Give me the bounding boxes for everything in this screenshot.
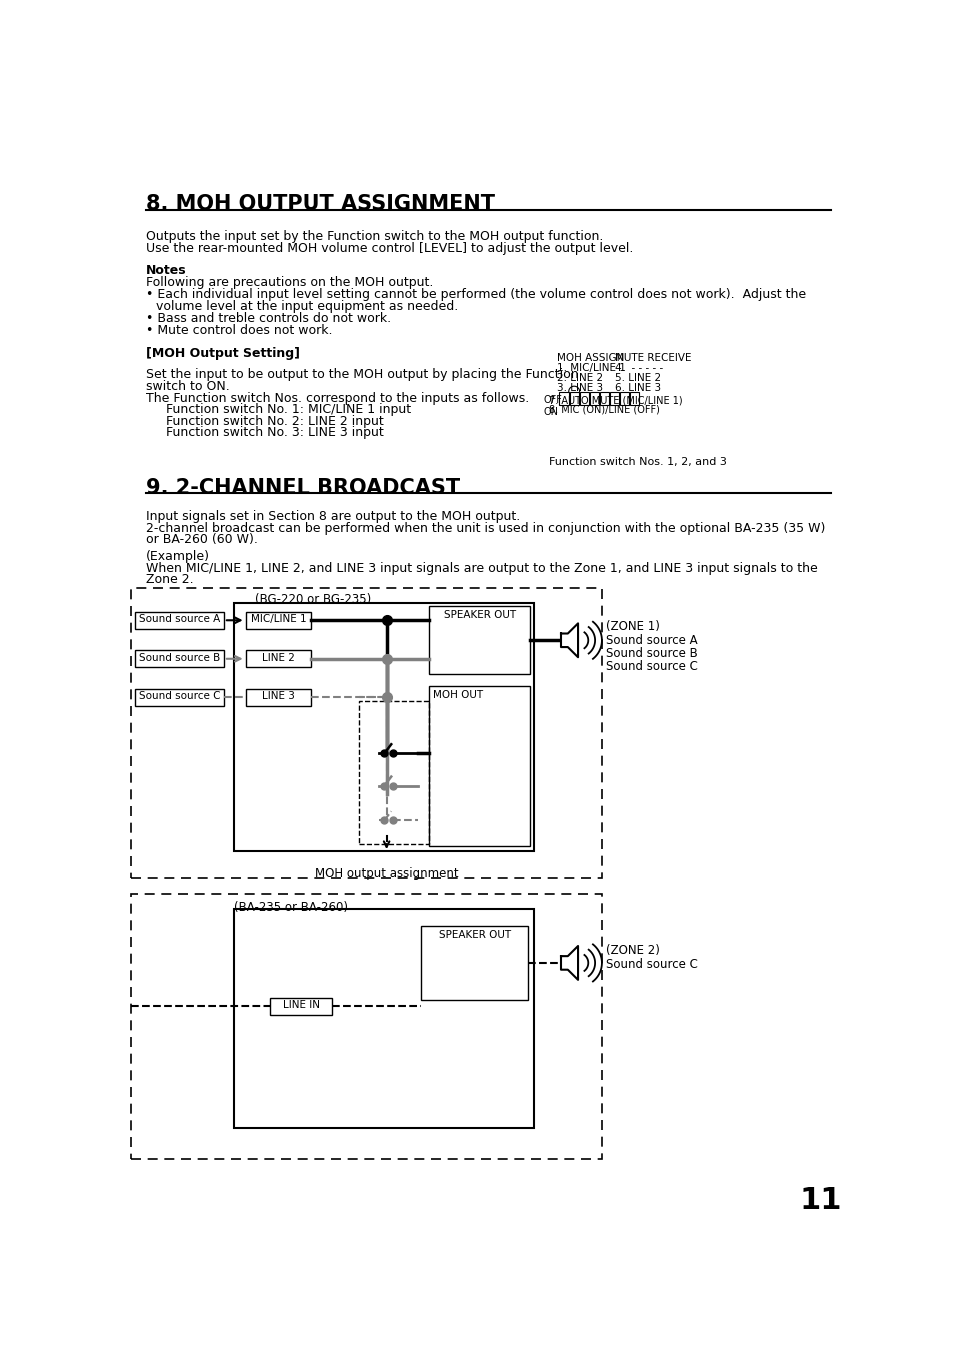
Text: Function switch No. 3: LINE 3 input: Function switch No. 3: LINE 3 input [166,426,383,439]
Text: 1. MIC/LINE 1: 1. MIC/LINE 1 [557,363,625,373]
Text: [MOH Output Setting]: [MOH Output Setting] [146,347,300,359]
Bar [270,997,332,1015]
Text: LINE 2: LINE 2 [262,653,294,662]
Bar [609,392,618,405]
Bar [589,392,598,405]
Bar [245,689,311,705]
Text: 11: 11 [799,1186,841,1215]
Bar [134,650,224,667]
Text: (BA-235 or BA-260): (BA-235 or BA-260) [233,901,348,915]
Text: Zone 2.: Zone 2. [146,573,193,586]
Bar [131,893,601,1159]
Text: MUTE RECEIVE: MUTE RECEIVE [615,353,691,363]
Text: • Mute control does not work.: • Mute control does not work. [146,324,333,336]
Text: MIC/LINE 1: MIC/LINE 1 [251,615,306,624]
Text: SPEAKER OUT: SPEAKER OUT [438,929,511,940]
Bar [233,909,534,1128]
Text: Sound source C: Sound source C [605,661,697,673]
Bar [429,607,530,674]
Text: Function switch No. 2: LINE 2 input: Function switch No. 2: LINE 2 input [166,415,383,428]
Text: Sound source C: Sound source C [605,958,697,970]
Text: LINE 3: LINE 3 [262,692,294,701]
Text: switch to ON.: switch to ON. [146,380,230,393]
Text: 9. 2-CHANNEL BROADCAST: 9. 2-CHANNEL BROADCAST [146,478,460,497]
Bar [569,392,578,405]
Text: Outputs the input set by the Function switch to the MOH output function.: Outputs the input set by the Function sw… [146,230,603,243]
Text: MOH ASSIGN: MOH ASSIGN [557,353,624,363]
Bar [131,588,601,878]
Text: MOH OUT: MOH OUT [433,689,483,700]
Text: • Bass and treble controls do not work.: • Bass and treble controls do not work. [146,312,391,326]
Text: MOH output assignment: MOH output assignment [315,867,458,880]
Text: 4.  - - - - -: 4. - - - - - [615,363,662,373]
Text: 2-channel broadcast can be performed when the unit is used in conjunction with t: 2-channel broadcast can be performed whe… [146,521,825,535]
Text: or BA-260 (60 W).: or BA-260 (60 W). [146,534,258,546]
Text: Notes: Notes [146,263,187,277]
Text: When MIC/LINE 1, LINE 2, and LINE 3 input signals are output to the Zone 1, and : When MIC/LINE 1, LINE 2, and LINE 3 inpu… [146,562,818,574]
Text: Sound source C: Sound source C [138,692,220,701]
Text: (ZONE 2): (ZONE 2) [605,943,659,957]
Text: Use the rear-mounted MOH volume control [LEVEL] to adjust the output level.: Use the rear-mounted MOH volume control … [146,242,633,255]
Text: Function switch No. 1: MIC/LINE 1 input: Function switch No. 1: MIC/LINE 1 input [166,403,411,416]
Text: volume level at the input equipment as needed.: volume level at the input equipment as n… [155,300,457,313]
Text: (ZONE 1): (ZONE 1) [605,620,659,634]
Bar [134,689,224,705]
Bar [558,392,568,405]
Text: OFF: OFF [543,394,562,405]
Bar [619,392,629,405]
Text: 8. MOH OUTPUT ASSIGNMENT: 8. MOH OUTPUT ASSIGNMENT [146,195,495,215]
Bar [599,392,608,405]
Text: 7. AUTO MUTE (MIC/LINE 1): 7. AUTO MUTE (MIC/LINE 1) [549,396,682,405]
Text: Function switch Nos. 1, 2, and 3: Function switch Nos. 1, 2, and 3 [549,457,726,467]
Bar [421,925,528,1000]
Text: 5. LINE 2: 5. LINE 2 [615,373,660,384]
Text: Input signals set in Section 8 are output to the MOH output.: Input signals set in Section 8 are outpu… [146,511,520,523]
Bar [245,612,311,628]
Bar [134,612,224,628]
Text: 6. LINE 3: 6. LINE 3 [615,384,660,393]
Bar [579,392,588,405]
Bar [429,686,530,846]
Text: Following are precautions on the MOH output.: Following are precautions on the MOH out… [146,276,434,289]
Text: Sound source B: Sound source B [138,653,220,662]
Text: 3. LINE 3: 3. LINE 3 [557,384,602,393]
Bar [233,603,534,851]
Polygon shape [560,946,578,979]
Text: Sound source A: Sound source A [138,615,220,624]
Text: • Each individual input level setting cannot be performed (the volume control do: • Each individual input level setting ca… [146,288,805,301]
Polygon shape [560,623,578,657]
Text: (BG-220 or BG-235): (BG-220 or BG-235) [254,593,371,607]
Bar [629,392,639,405]
Text: LINE IN: LINE IN [283,1000,319,1011]
Text: The Function switch Nos. correspond to the inputs as follows.: The Function switch Nos. correspond to t… [146,392,529,404]
Text: 8. MIC (ON)/LINE (OFF): 8. MIC (ON)/LINE (OFF) [549,405,659,415]
Bar [245,650,311,667]
Text: 2. LINE 2: 2. LINE 2 [557,373,602,384]
Text: (Example): (Example) [146,550,211,563]
Text: ON: ON [543,407,558,417]
Bar [359,701,429,843]
Text: Sound source A: Sound source A [605,634,697,647]
Text: Set the input to be output to the MOH output by placing the Function: Set the input to be output to the MOH ou… [146,369,578,381]
Text: SPEAKER OUT: SPEAKER OUT [443,611,516,620]
Text: Sound source B: Sound source B [605,647,697,661]
